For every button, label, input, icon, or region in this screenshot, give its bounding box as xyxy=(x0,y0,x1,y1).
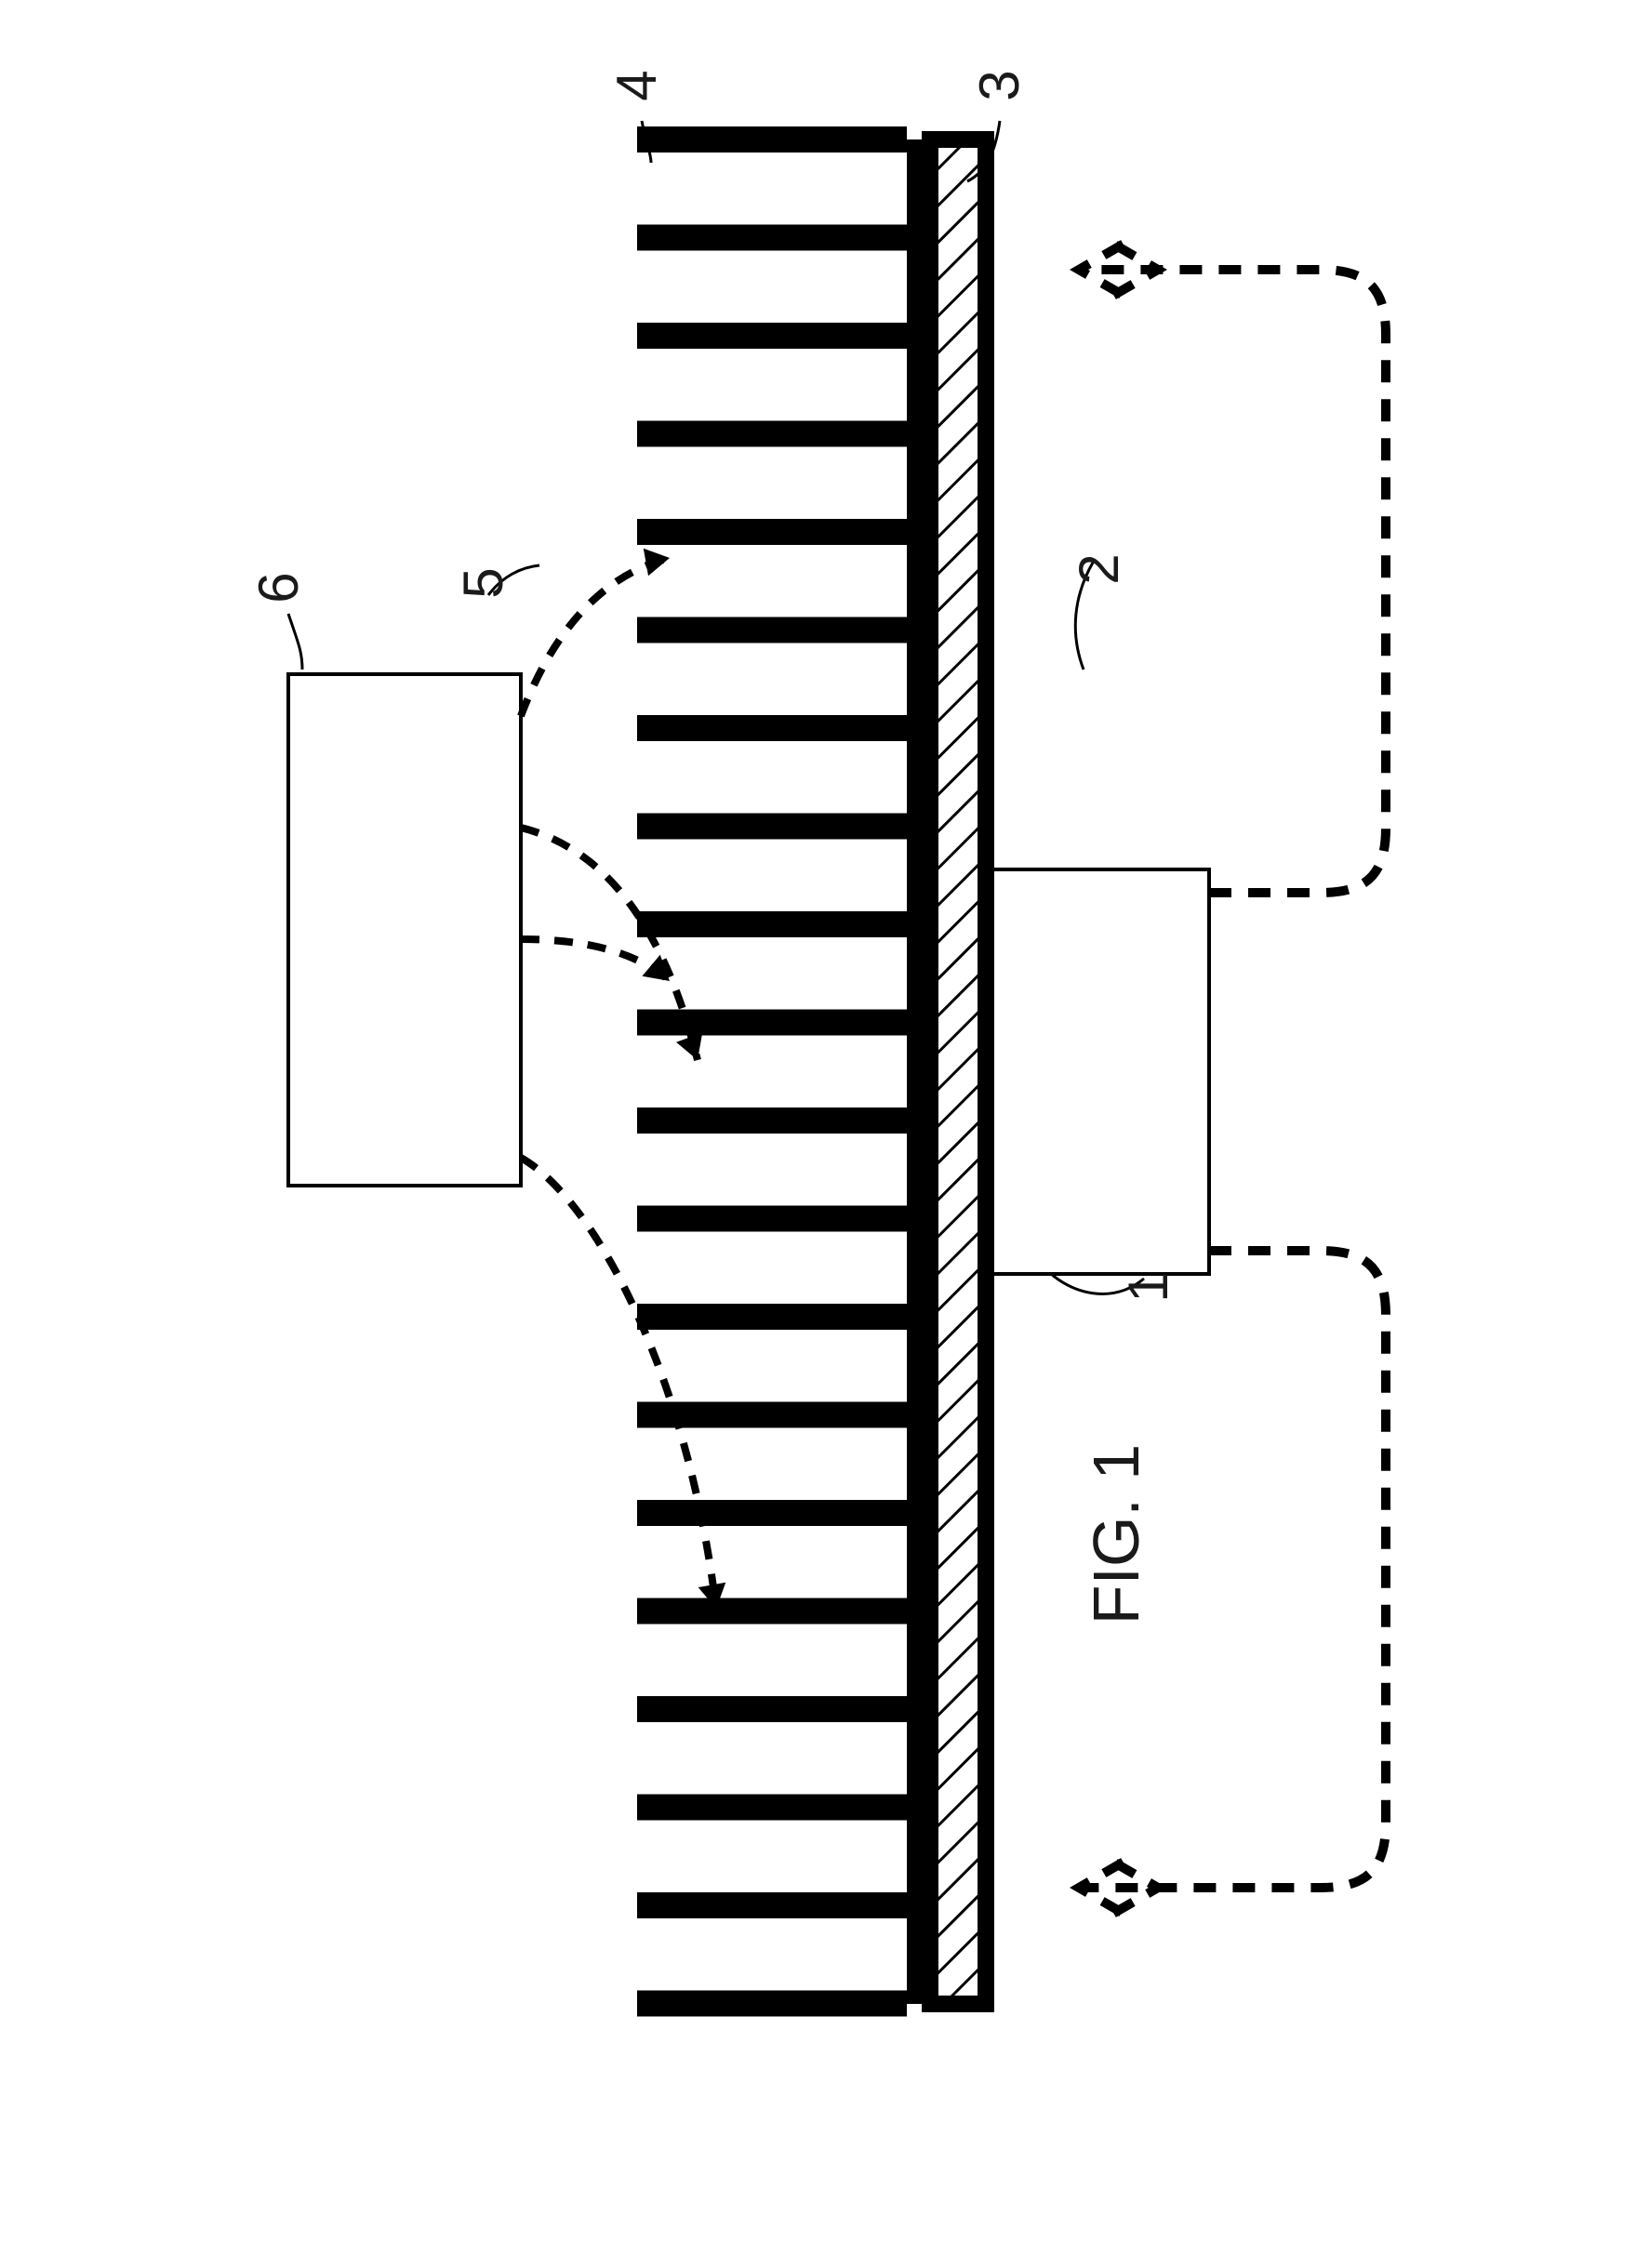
figure-page: 1 2 3 4 5 6 FIG. 1 xyxy=(0,0,1636,2268)
diagram-svg xyxy=(0,0,1636,2268)
label-5: 5 xyxy=(456,555,512,611)
label-6: 6 xyxy=(251,560,307,616)
label-1: 1 xyxy=(1121,1259,1177,1315)
figure-caption: FIG. 1 xyxy=(1084,1423,1149,1646)
label-4: 4 xyxy=(609,58,665,113)
label-2: 2 xyxy=(1071,541,1127,597)
label-3: 3 xyxy=(972,58,1028,113)
